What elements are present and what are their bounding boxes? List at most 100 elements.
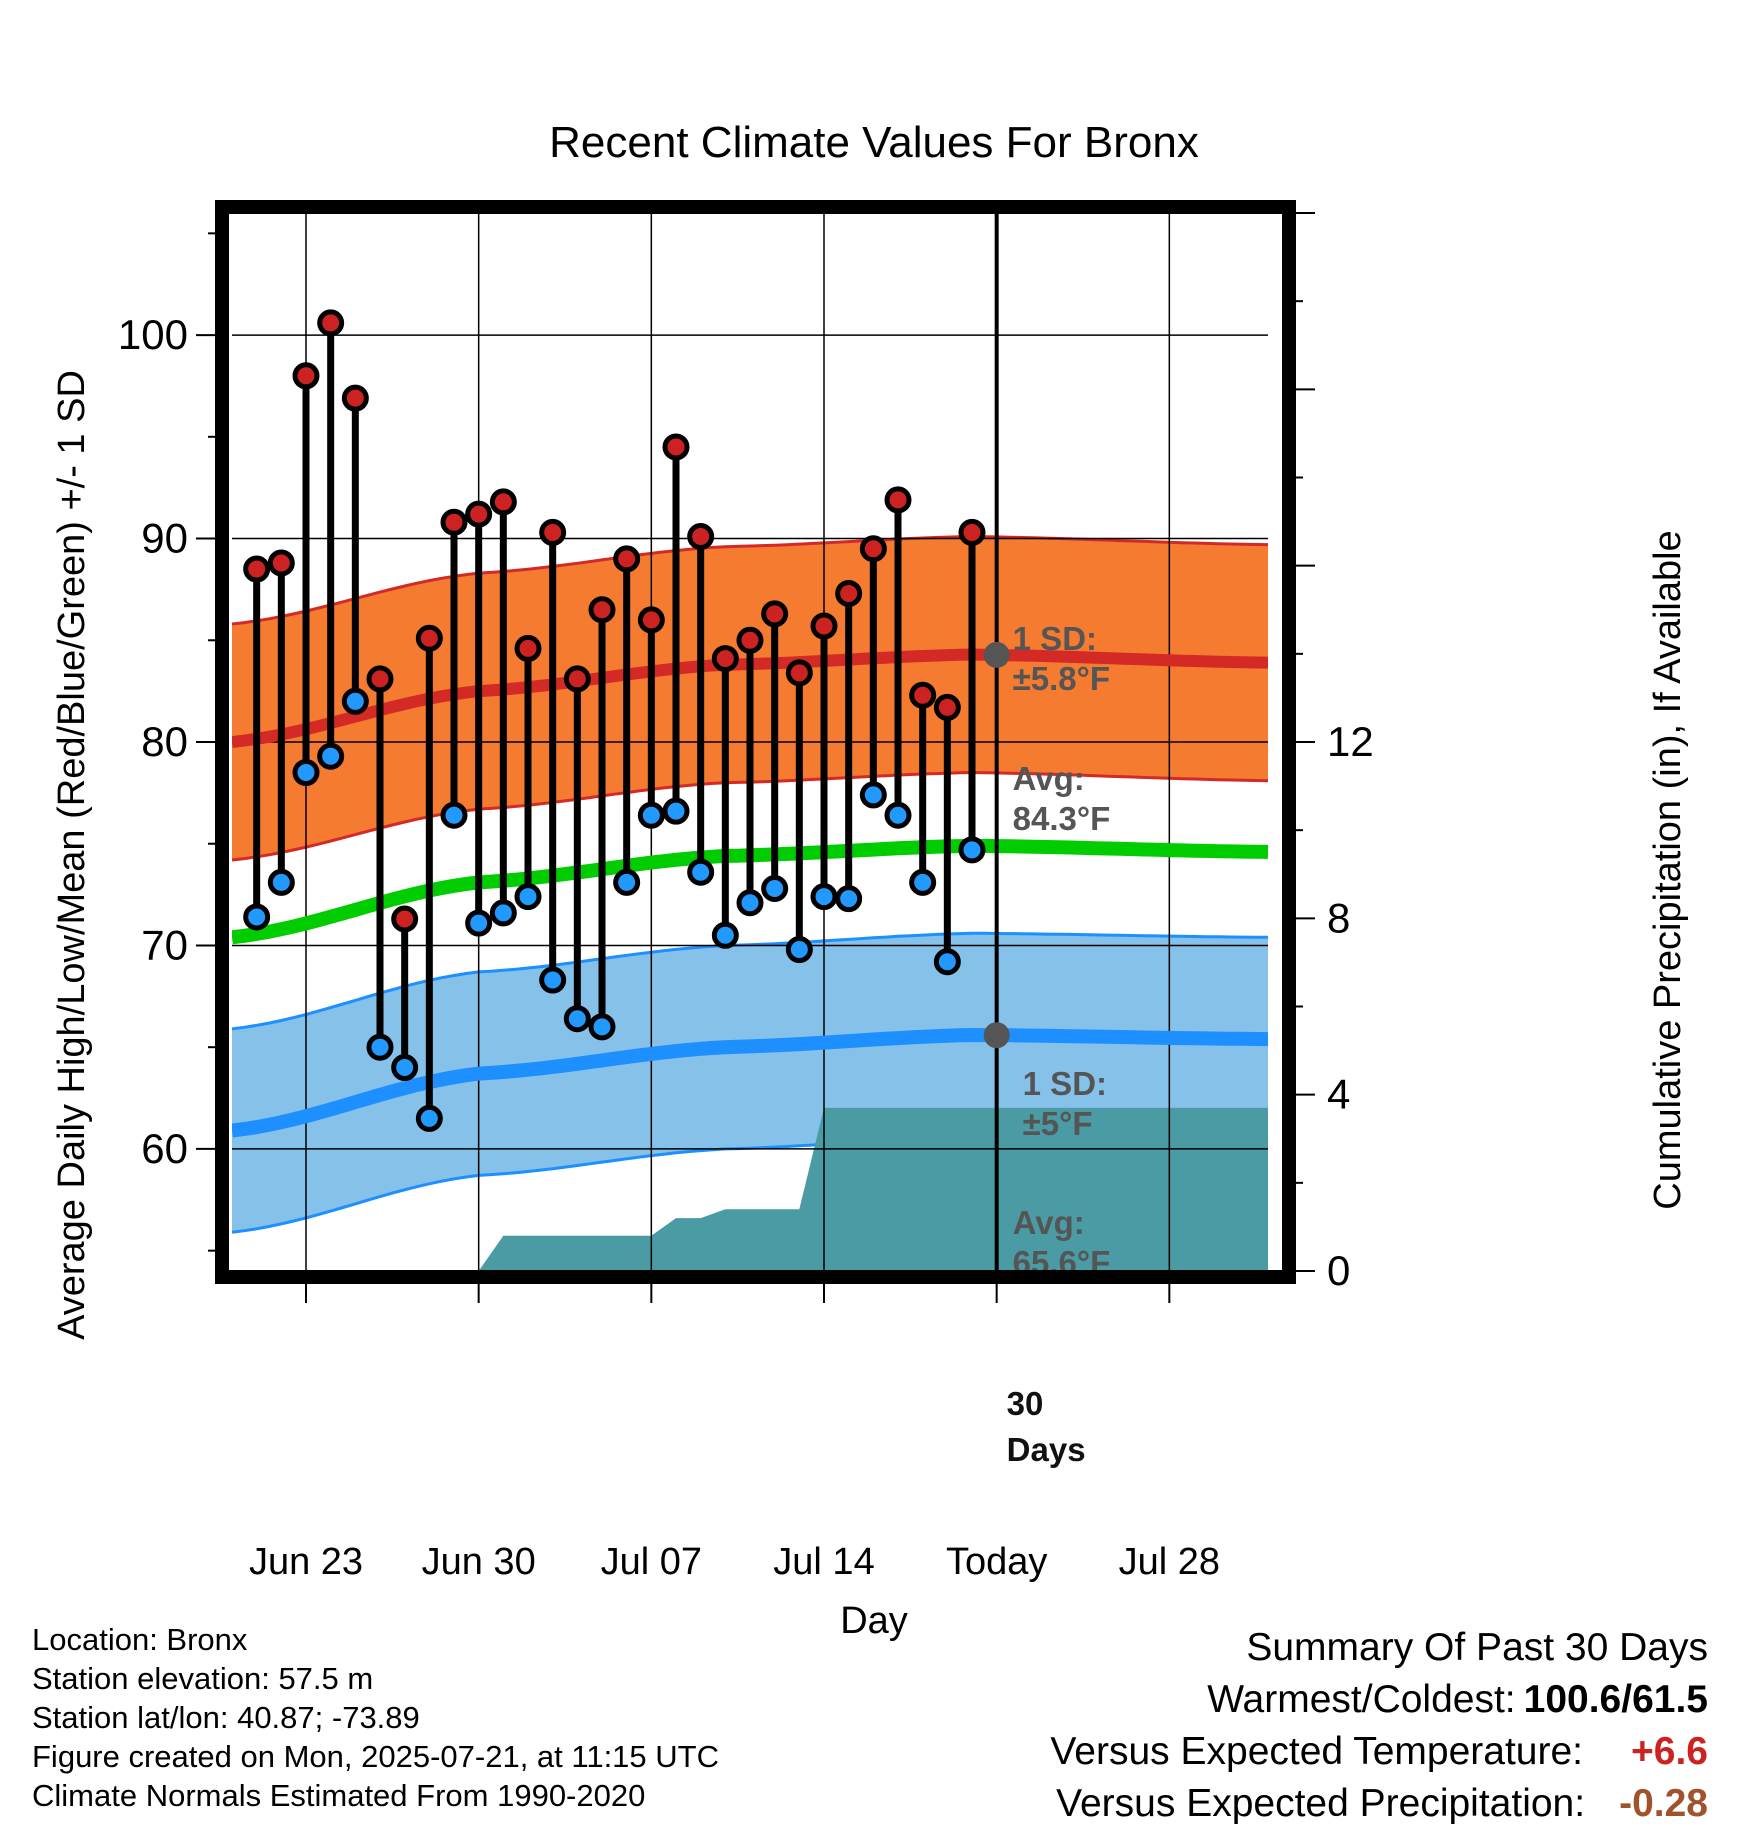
daily-low-point	[662, 797, 690, 825]
temp-anomaly-value: +6.6	[1631, 1730, 1708, 1773]
plot-area	[232, 213, 1268, 1271]
daily-high-point	[514, 634, 542, 662]
daily-low-point	[859, 781, 887, 809]
daily-low-point	[292, 759, 320, 787]
daily-high-point	[465, 500, 493, 528]
daily-low-point	[317, 742, 345, 770]
y-right-tick-label: 0	[1327, 1247, 1350, 1294]
today-low-avg-marker	[983, 1022, 1010, 1049]
y-right-axis-label: Cumulative Precipitation (in), If Availa…	[1647, 530, 1689, 1209]
high-sd-annotation: 1 SD: ±5.8°F	[1013, 620, 1110, 697]
daily-low-point	[514, 883, 542, 911]
warmest-coldest-row: Warmest/Coldest: 100.6/61.5	[1050, 1674, 1708, 1726]
daily-high-point	[539, 518, 567, 546]
daily-high-point	[366, 665, 394, 693]
x-axis-label: Day	[840, 1600, 908, 1642]
created-text: Figure created on Mon, 2025-07-21, at 11…	[32, 1739, 719, 1774]
temp-anomaly-label: Versus Expected Temperature:	[1050, 1730, 1583, 1773]
high-avg-annotation: Avg: 84.3°F	[1013, 760, 1111, 837]
daily-high-point	[243, 555, 271, 583]
daily-low-point	[785, 936, 813, 964]
daily-high-point	[687, 523, 715, 551]
summary-panel: Summary Of Past 30 Days Warmest/Coldest:…	[1050, 1622, 1708, 1830]
x-tick-label: Jul 07	[601, 1541, 702, 1583]
daily-high-point	[489, 488, 517, 516]
daily-low-point	[415, 1104, 443, 1132]
daily-low-point	[637, 801, 665, 829]
daily-low-point	[243, 903, 271, 931]
daily-low-point	[835, 885, 863, 913]
y-right-tick-label: 12	[1327, 718, 1374, 765]
daily-high-point	[588, 596, 616, 624]
daily-high-point	[440, 508, 468, 536]
today-high-avg-marker	[983, 641, 1010, 668]
precip-anomaly-row: Versus Expected Precipitation: -0.28	[1050, 1778, 1708, 1830]
daily-high-point	[859, 535, 887, 563]
daily-high-point	[785, 659, 813, 687]
y-tick-label: 100	[118, 311, 188, 358]
temp-anomaly-row: Versus Expected Temperature: +6.6	[1050, 1726, 1708, 1778]
daily-low-point	[563, 1005, 591, 1033]
y-tick-label: 70	[141, 921, 188, 968]
normals-text: Climate Normals Estimated From 1990-2020	[32, 1778, 646, 1813]
daily-low-point	[884, 801, 912, 829]
elevation-text: Station elevation: 57.5 m	[32, 1661, 374, 1696]
latlon-text: Station lat/lon: 40.87; -73.89	[32, 1700, 420, 1735]
daily-high-point	[761, 600, 789, 628]
daily-high-point	[267, 549, 295, 577]
daily-high-point	[341, 384, 369, 412]
precip-anomaly-label: Versus Expected Precipitation:	[1056, 1782, 1586, 1825]
daily-high-point	[736, 626, 764, 654]
daily-low-point	[366, 1033, 394, 1061]
daily-low-point	[539, 966, 567, 994]
daily-low-point	[958, 836, 986, 864]
daily-high-point	[933, 693, 961, 721]
x-tick-label: Today	[946, 1541, 1047, 1583]
daily-high-point	[711, 645, 739, 673]
daily-low-point	[341, 687, 369, 715]
daily-high-point	[613, 545, 641, 573]
daily-low-point	[711, 921, 739, 949]
chart-title: Recent Climate Values For Bronx	[549, 118, 1199, 167]
daily-high-point	[810, 612, 838, 640]
x-tick-label: Jul 14	[773, 1541, 874, 1583]
daily-high-point	[909, 681, 937, 709]
low-sd-annotation: 1 SD: ±5°F	[1023, 1065, 1107, 1142]
daily-low-point	[736, 889, 764, 917]
high-sd-upper-edge	[232, 534, 1268, 626]
precip-anomaly-value: -0.28	[1619, 1782, 1708, 1825]
daily-low-point	[588, 1013, 616, 1041]
y-right-tick-label: 4	[1327, 1071, 1350, 1118]
location-text: Location: Bronx	[32, 1622, 248, 1657]
daily-low-point	[465, 909, 493, 937]
daily-high-point	[884, 486, 912, 514]
daily-low-point	[810, 883, 838, 911]
y-tick-label: 60	[141, 1125, 188, 1172]
daily-high-point	[415, 624, 443, 652]
daily-low-point	[440, 801, 468, 829]
daily-high-point	[292, 362, 320, 390]
daily-low-point	[391, 1054, 419, 1082]
daily-low-point	[687, 858, 715, 886]
y-right-tick-label: 8	[1327, 894, 1350, 941]
station-info: Location: Bronx Station elevation: 57.5 …	[32, 1620, 719, 1815]
normal-low-line	[232, 1027, 1268, 1138]
y-axis-label: Average Daily High/Low/Mean (Red/Blue/Gr…	[51, 370, 93, 1340]
daily-low-point	[267, 868, 295, 896]
y-tick-label: 90	[141, 515, 188, 562]
daily-low-point	[933, 948, 961, 976]
daily-high-point	[563, 665, 591, 693]
daily-high-point	[317, 309, 345, 337]
warmest-coldest-label: Warmest/Coldest:	[1207, 1678, 1516, 1721]
low-sd-band	[232, 933, 1268, 1233]
daily-high-point	[637, 606, 665, 634]
daily-low-point	[909, 868, 937, 896]
x-tick-label: Jul 28	[1119, 1541, 1220, 1583]
window-days-label: 30 Days	[1007, 1385, 1086, 1468]
y-tick-label: 80	[141, 718, 188, 765]
x-tick-label: Jun 30	[422, 1541, 536, 1583]
daily-high-point	[391, 905, 419, 933]
warmest-coldest-value: 100.6/61.5	[1523, 1678, 1708, 1721]
daily-high-point	[958, 518, 986, 546]
